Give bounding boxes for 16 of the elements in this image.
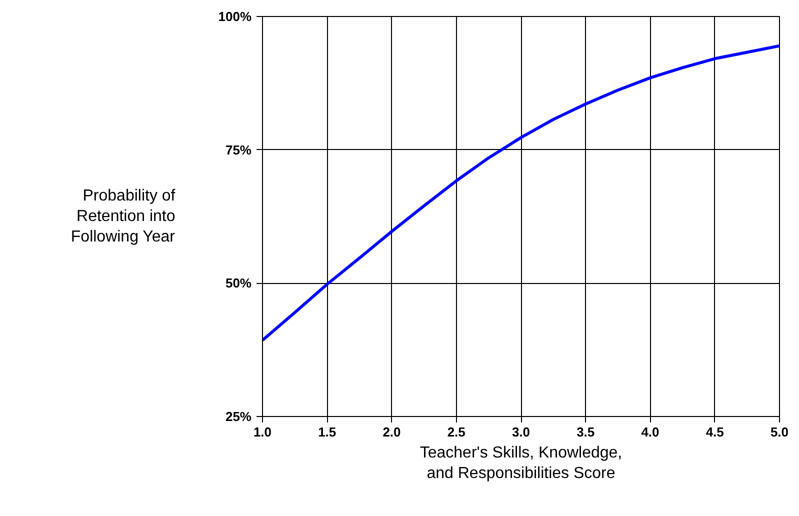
x-tick-label: 1.5	[318, 424, 336, 440]
y-axis-title: Probability of Retention into Following Year	[70, 188, 176, 246]
x-tick-label: 3.5	[576, 424, 595, 440]
x-tick-label: 2.0	[382, 424, 401, 440]
y-tick-label: 100%	[218, 9, 252, 24]
x-axis-title: Teacher's Skills, Knowledge, and Responsibilities Score	[420, 444, 622, 482]
x-tick-label: 3.0	[512, 424, 530, 440]
y-tick-label: 50%	[225, 276, 252, 291]
x-tick-label: 2.5	[447, 424, 466, 440]
x-tick-label: 5.0	[770, 424, 789, 440]
x-tick-label: 4.0	[641, 424, 660, 440]
y-tick-label: 25%	[225, 409, 252, 424]
line-series	[262, 44, 780, 342]
x-tick-label: 4.5	[706, 424, 724, 440]
y-tick-label: 75%	[225, 142, 252, 158]
x-tick-label: 1.0	[253, 424, 272, 440]
